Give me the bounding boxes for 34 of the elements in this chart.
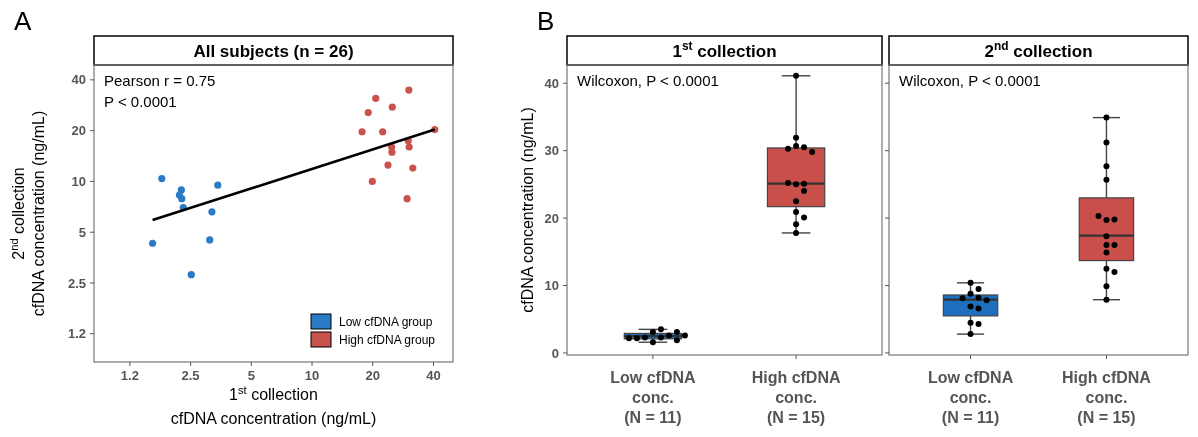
- text: B: [537, 6, 555, 36]
- x-axis-title: 1$^{st}$ collection cfDNA concentration (ng/mL): [170, 384, 377, 427]
- chart-title: 2$^{nd}$ collection: [984, 39, 1093, 61]
- legend-label: Low cfDNA group: [339, 315, 433, 329]
- annotation: Wilcoxon, P < 0.0001: [899, 72, 1041, 89]
- legend-label: High cfDNA group: [339, 333, 436, 347]
- annotation: Wilcoxon, P < 0.0001: [577, 72, 719, 89]
- y-tick-label: 40: [71, 72, 86, 88]
- x-tick-label: High cfDNA conc. (N = 15): [1062, 369, 1152, 426]
- x-tick-label: 40: [426, 368, 441, 383]
- y-tick-label: 10: [71, 173, 86, 189]
- text: A: [14, 6, 32, 36]
- annotation: Pearson r = 0.75: [104, 72, 216, 89]
- chart-title: 1$^{st}$ collection: [672, 39, 777, 61]
- x-tick-label: 2.5: [181, 368, 200, 383]
- x-tick-label: Low cfDNA conc. (N = 11): [927, 369, 1014, 426]
- x-tick-label: 5: [247, 368, 255, 383]
- y-tick-label: 20: [544, 210, 559, 226]
- y-tick-label: 10: [544, 278, 559, 294]
- y-tick-label: 20: [71, 123, 86, 139]
- y-tick-label: 2.5: [67, 275, 86, 291]
- chart-title: All subjects (n = 26): [193, 42, 354, 61]
- y-tick-label: 30: [544, 143, 559, 159]
- annotation: P < 0.0001: [104, 93, 177, 110]
- x-tick-label: 20: [365, 368, 380, 383]
- y-tick-label: 40: [544, 75, 559, 91]
- y-tick-label: 1.2: [67, 326, 86, 342]
- x-tick-label: High cfDNA conc. (N = 15): [751, 369, 841, 426]
- y-tick-label: 0: [551, 345, 559, 361]
- y-tick-label: 5: [78, 224, 86, 240]
- x-tick-label: 10: [304, 368, 320, 383]
- x-tick-label: Low cfDNA conc. (N = 11): [610, 369, 697, 426]
- y-axis-title: cfDNA concentration (ng/mL): [519, 107, 536, 313]
- x-tick-label: 1.2: [120, 368, 139, 383]
